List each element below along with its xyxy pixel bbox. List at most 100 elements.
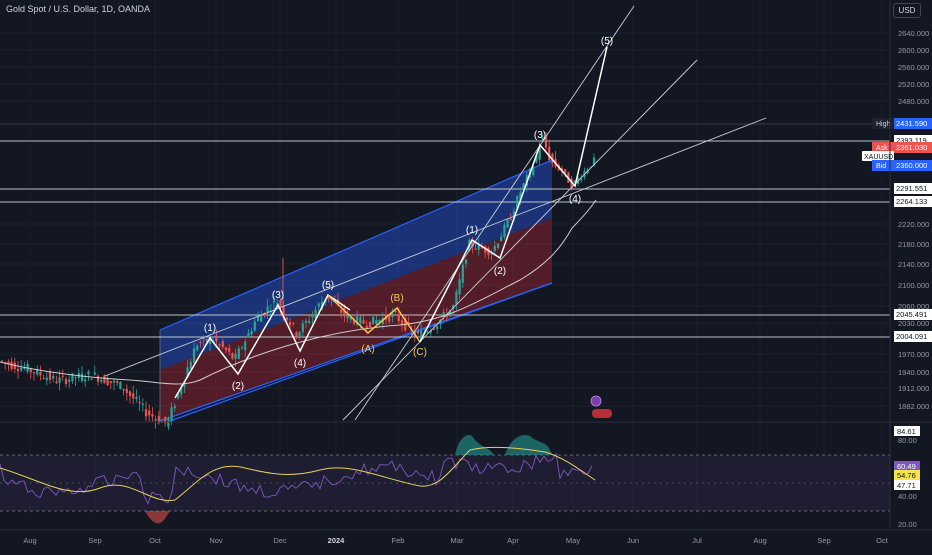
price-tag-value: 2431.590: [896, 119, 927, 128]
candle-body: [199, 341, 202, 343]
candle-body: [218, 344, 221, 346]
symbol-tag: XAUUSD: [864, 154, 893, 161]
candle-body: [103, 375, 106, 384]
candle-body: [176, 393, 180, 399]
candle-body: [74, 377, 77, 379]
candle-body: [205, 339, 208, 342]
candle-body: [192, 348, 196, 363]
candle-body: [548, 146, 551, 160]
currency-button[interactable]: USD: [893, 3, 921, 18]
price-tick-label: 2140.000: [898, 260, 929, 269]
price-tag-label: Ask: [876, 145, 888, 152]
candle-body: [263, 312, 266, 316]
elliott-waves: [174, 46, 608, 399]
candle-body: [16, 368, 20, 372]
candle-body: [317, 303, 320, 307]
candle-body: [509, 218, 512, 221]
candle-body: [173, 406, 176, 409]
candle-body: [311, 315, 314, 318]
wave-label: (3): [534, 130, 546, 141]
price-level-tag: 2264.133: [896, 197, 927, 206]
channel-top-line: [159, 159, 553, 331]
candle-body: [589, 166, 592, 168]
candle-body: [90, 378, 93, 380]
price-tag-value-bg: [894, 142, 932, 153]
symbol-tag-bg: [862, 151, 894, 161]
rsi-overbought-fill: [455, 434, 494, 455]
moving-averages: [0, 199, 597, 385]
time-tick-label: Oct: [876, 536, 889, 545]
candle-body: [52, 375, 55, 379]
candle-body: [138, 401, 141, 404]
candle-body: [391, 313, 394, 317]
rsi-tick-label: 40.00: [898, 492, 917, 501]
channel-extension: [169, 282, 553, 422]
price-tick-label: 2030.000: [898, 319, 929, 328]
candle-body: [93, 372, 96, 375]
time-tick-label: Dec: [273, 536, 287, 545]
candle-body: [228, 348, 231, 352]
candle-body: [474, 248, 477, 250]
wave-label: (5): [322, 280, 334, 291]
price-tick-label: 1912.000: [898, 384, 929, 393]
candle-body: [506, 219, 509, 228]
candle-body: [356, 316, 359, 325]
candle-body: [68, 379, 71, 382]
candle-body: [394, 310, 397, 312]
trend-line: [104, 117, 767, 377]
wave-label: (2): [494, 266, 506, 277]
candle-body: [80, 373, 84, 381]
candle-body: [407, 322, 410, 324]
trend-line: [354, 5, 635, 421]
candle-body: [416, 331, 420, 334]
candle-body: [128, 391, 132, 396]
candle-body: [157, 416, 160, 424]
candle-body: [154, 419, 157, 421]
candle-body: [244, 341, 247, 350]
candle-body: [372, 316, 375, 325]
candle-body: [234, 353, 237, 359]
candle-body: [23, 367, 26, 369]
candle-body: [471, 241, 474, 248]
rsi-overbought-fill: [505, 434, 552, 455]
price-tick-label: 1970.000: [898, 350, 929, 359]
candle-body: [522, 183, 525, 190]
price-tick-label: 2180.000: [898, 240, 929, 249]
candle-body: [378, 319, 381, 323]
candle-body: [32, 372, 36, 374]
wave-label-corrective: (A): [361, 344, 374, 355]
candle-body: [215, 335, 218, 342]
candle-body: [426, 331, 429, 333]
candle-body: [285, 317, 288, 321]
wave-label-corrective: (C): [413, 347, 427, 358]
candle-body: [144, 409, 148, 417]
candle-body: [180, 387, 183, 395]
wave-label: (4): [569, 194, 581, 205]
candle-body: [570, 178, 573, 189]
candle-body: [189, 361, 192, 369]
rsi-oversold-fill: [145, 511, 170, 524]
time-tick-label: Sep: [88, 536, 101, 545]
candle-body: [202, 337, 205, 340]
candle-body: [279, 300, 282, 308]
candle-body: [388, 315, 391, 322]
candle-body: [458, 279, 461, 295]
price-level-tag-bg: [894, 183, 932, 194]
symbol-title: Gold Spot / U.S. Dollar, 1D, OANDA: [6, 4, 151, 14]
candle-body: [64, 379, 68, 384]
candle-body: [39, 372, 42, 376]
price-tick-label: 2640.000: [898, 29, 929, 38]
rsi-value-tag: 84.61: [897, 427, 916, 436]
price-tick-label: 2600.000: [898, 46, 929, 55]
candle-body: [10, 361, 13, 370]
price-tick-label: 2100.000: [898, 281, 929, 290]
candle-body: [4, 362, 7, 364]
candle-body: [266, 306, 269, 313]
candle-body: [132, 393, 135, 399]
candle-body: [340, 309, 343, 313]
candle-body: [512, 211, 516, 218]
candle-body: [461, 264, 464, 283]
rsi-line: [0, 452, 593, 505]
